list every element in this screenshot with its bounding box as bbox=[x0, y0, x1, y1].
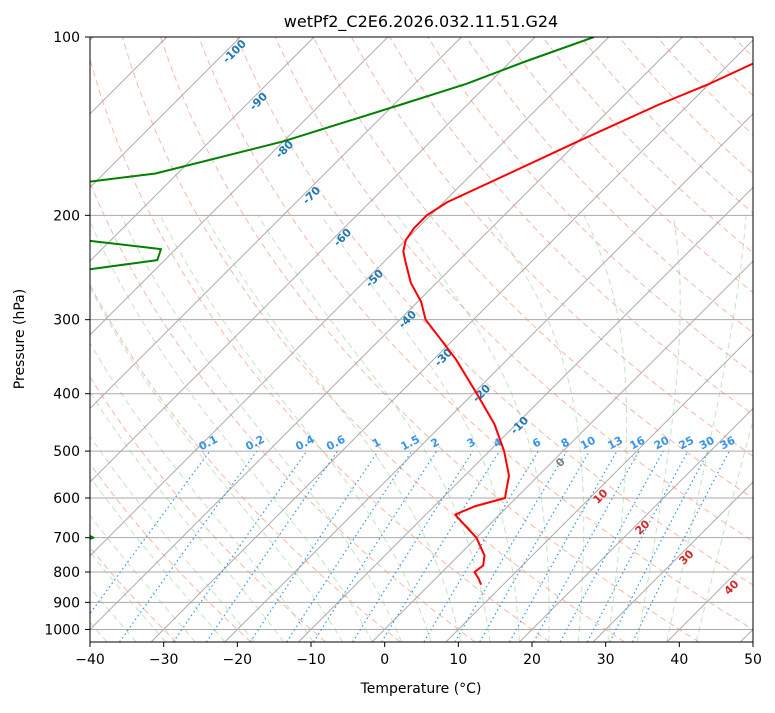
x-tick-label: 40 bbox=[670, 652, 688, 668]
y-tick-label: 300 bbox=[53, 313, 80, 329]
x-tick-label: 50 bbox=[744, 652, 762, 668]
y-tick-label: 500 bbox=[53, 444, 80, 460]
y-tick-label: 100 bbox=[53, 30, 80, 46]
x-tick-label: −20 bbox=[223, 652, 253, 668]
y-tick-label: 1000 bbox=[44, 622, 80, 638]
x-tick-label: 20 bbox=[523, 652, 541, 668]
y-tick-label: 400 bbox=[53, 387, 80, 403]
y-tick-label: 700 bbox=[53, 531, 80, 547]
x-axis-label: Temperature (°C) bbox=[360, 681, 482, 697]
y-tick-label: 800 bbox=[53, 565, 80, 581]
chart-title: wetPf2_C2E6.2026.032.11.51.G24 bbox=[284, 12, 558, 32]
x-tick-label: −30 bbox=[149, 652, 179, 668]
x-tick-label: −10 bbox=[296, 652, 326, 668]
y-tick-label: 600 bbox=[53, 491, 80, 507]
y-tick-label: 200 bbox=[53, 208, 80, 224]
y-axis-label: Pressure (hPa) bbox=[12, 289, 28, 389]
y-tick-label: 900 bbox=[53, 595, 80, 611]
x-tick-label: 30 bbox=[597, 652, 615, 668]
x-tick-label: 0 bbox=[380, 652, 389, 668]
x-tick-label: −40 bbox=[75, 652, 105, 668]
x-tick-label: 10 bbox=[449, 652, 467, 668]
